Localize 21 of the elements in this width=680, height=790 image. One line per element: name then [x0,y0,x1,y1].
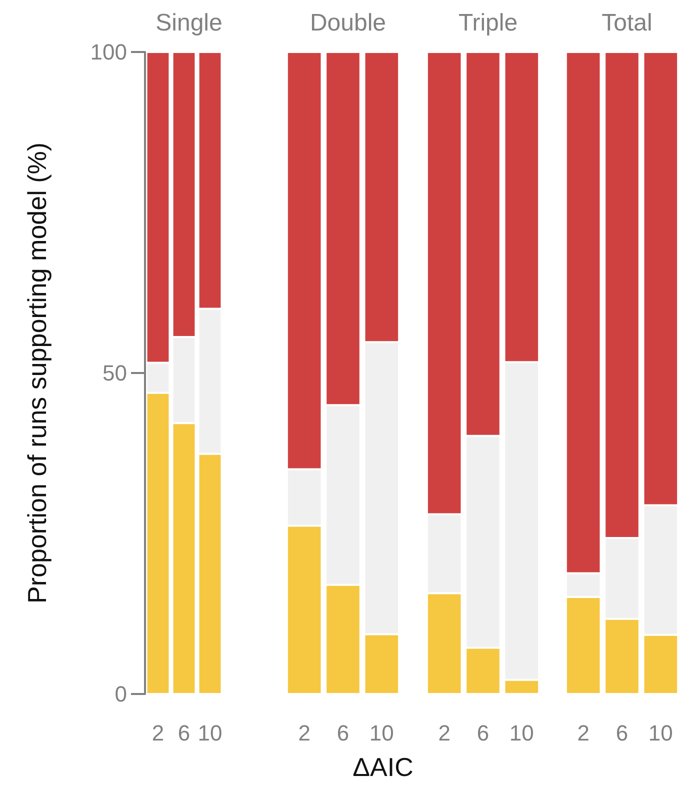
chart-title: Single [156,10,222,36]
x-tick-label: 6 [476,720,490,746]
x-tick-label: 2 [438,720,450,746]
chart-title: Total [602,10,652,36]
x-tick-label: 10 [369,720,394,746]
x-tick-label: 2 [152,720,164,746]
x-tick-label: 10 [648,720,673,746]
x-tick-label: 10 [198,720,222,746]
x-tick-label: 6 [336,720,350,746]
x-tick-label: 6 [178,720,190,746]
y-tick-label: 100 [90,40,127,64]
y-tick-label: 0 [114,682,127,706]
x-tick-label: 6 [616,720,628,746]
y-tick-label: 50 [102,360,127,386]
x-tick-label: 2 [298,720,310,746]
x-tick-label: 10 [509,720,534,746]
chart-title: Triple [458,10,518,36]
chart-title: Double [310,10,386,36]
y-axis-title: Proportion of runs supporting model (%) [22,142,52,604]
x-axis-title: ΔAIC [352,752,414,783]
x-tick-label: 2 [577,720,590,746]
